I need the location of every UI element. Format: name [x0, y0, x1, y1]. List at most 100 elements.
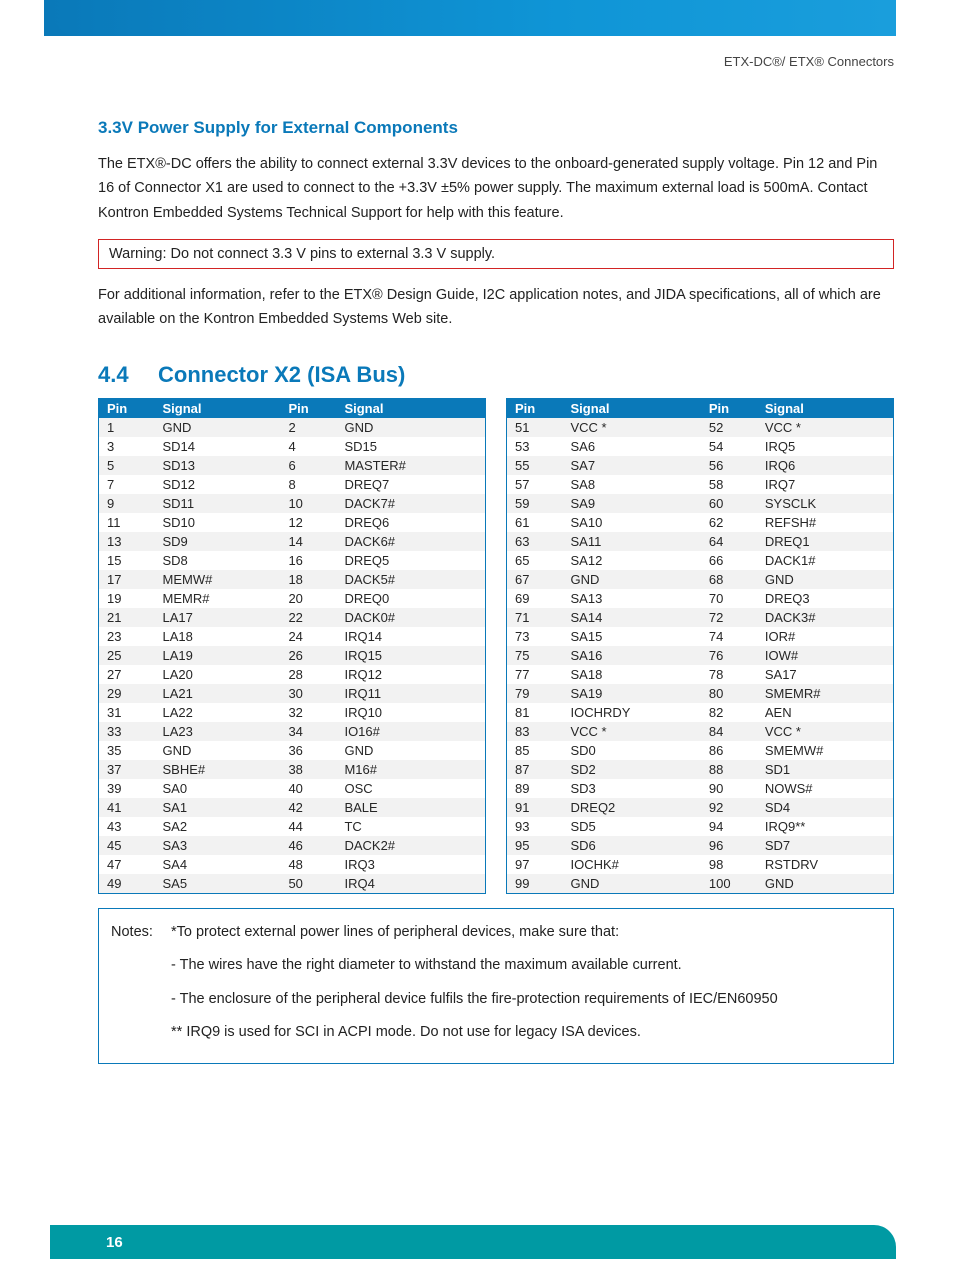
signal-cell: GND — [336, 418, 485, 437]
notes-box: Notes: *To protect external power lines … — [98, 908, 894, 1064]
pin-cell: 38 — [280, 760, 336, 779]
table-row: 13SD914DACK6# — [99, 532, 486, 551]
pin-cell: 44 — [280, 817, 336, 836]
table-row: 55SA756IRQ6 — [507, 456, 894, 475]
signal-cell: SD4 — [757, 798, 894, 817]
pin-cell: 80 — [701, 684, 757, 703]
table-header-cell: Signal — [336, 398, 485, 418]
table-row: 17MEMW#18DACK5# — [99, 570, 486, 589]
signal-cell: TC — [336, 817, 485, 836]
pin-cell: 2 — [280, 418, 336, 437]
table-row: 53SA654IRQ5 — [507, 437, 894, 456]
pin-cell: 99 — [507, 874, 563, 894]
signal-cell: SA8 — [563, 475, 701, 494]
signal-cell: IOCHK# — [563, 855, 701, 874]
signal-cell: GND — [155, 741, 281, 760]
signal-cell: AEN — [757, 703, 894, 722]
signal-cell: SD13 — [155, 456, 281, 475]
signal-cell: SA6 — [563, 437, 701, 456]
signal-cell: SD12 — [155, 475, 281, 494]
signal-cell: SA17 — [757, 665, 894, 684]
table-row: 31LA2232IRQ10 — [99, 703, 486, 722]
note-line-3: - The enclosure of the peripheral device… — [171, 986, 778, 1014]
signal-cell: IOW# — [757, 646, 894, 665]
signal-cell: GND — [563, 874, 701, 894]
doc-title: ETX-DC®/ ETX® Connectors — [724, 54, 894, 69]
signal-cell: SBHE# — [155, 760, 281, 779]
header-bar — [50, 0, 896, 36]
table-row: 5SD136MASTER# — [99, 456, 486, 475]
pin-cell: 31 — [99, 703, 155, 722]
content-area: 3.3V Power Supply for External Component… — [98, 118, 894, 1064]
para-33v-1: The ETX®-DC offers the ability to connec… — [98, 152, 894, 225]
pin-cell: 81 — [507, 703, 563, 722]
signal-cell: LA22 — [155, 703, 281, 722]
section-number: 4.4 — [98, 362, 158, 388]
signal-cell: SMEMW# — [757, 741, 894, 760]
note-line-2: - The wires have the right diameter to w… — [171, 952, 778, 980]
pin-cell: 55 — [507, 456, 563, 475]
signal-cell: VCC * — [757, 418, 894, 437]
signal-cell: SA10 — [563, 513, 701, 532]
signal-cell: IRQ3 — [336, 855, 485, 874]
table-row: 29LA2130IRQ11 — [99, 684, 486, 703]
signal-cell: M16# — [336, 760, 485, 779]
pin-cell: 53 — [507, 437, 563, 456]
signal-cell: IRQ14 — [336, 627, 485, 646]
table-row: 61SA1062REFSH# — [507, 513, 894, 532]
table-row: 39SA040OSC — [99, 779, 486, 798]
signal-cell: IRQ9** — [757, 817, 894, 836]
signal-cell: NOWS# — [757, 779, 894, 798]
pin-cell: 65 — [507, 551, 563, 570]
pin-cell: 13 — [99, 532, 155, 551]
para-33v-2: For additional information, refer to the… — [98, 283, 894, 332]
table-row: 7SD128DREQ7 — [99, 475, 486, 494]
signal-cell: SD2 — [563, 760, 701, 779]
pin-cell: 46 — [280, 836, 336, 855]
pin-cell: 79 — [507, 684, 563, 703]
table-row: 21LA1722DACK0# — [99, 608, 486, 627]
table-row: 85SD086SMEMW# — [507, 741, 894, 760]
signal-cell: VCC * — [757, 722, 894, 741]
signal-cell: OSC — [336, 779, 485, 798]
table-row: 81IOCHRDY82AEN — [507, 703, 894, 722]
table-row: 63SA1164DREQ1 — [507, 532, 894, 551]
signal-cell: SA15 — [563, 627, 701, 646]
pin-cell: 58 — [701, 475, 757, 494]
signal-cell: SD8 — [155, 551, 281, 570]
signal-cell: SA1 — [155, 798, 281, 817]
pin-cell: 18 — [280, 570, 336, 589]
table-header-cell: Signal — [757, 398, 894, 418]
table-row: 3SD144SD15 — [99, 437, 486, 456]
pin-cell: 41 — [99, 798, 155, 817]
signal-cell: SD10 — [155, 513, 281, 532]
pin-cell: 76 — [701, 646, 757, 665]
pin-cell: 68 — [701, 570, 757, 589]
signal-cell: DREQ0 — [336, 589, 485, 608]
table-row: 47SA448IRQ3 — [99, 855, 486, 874]
pin-cell: 12 — [280, 513, 336, 532]
table-row: 93SD594IRQ9** — [507, 817, 894, 836]
signal-cell: GND — [336, 741, 485, 760]
signal-cell: IOR# — [757, 627, 894, 646]
signal-cell: DREQ7 — [336, 475, 485, 494]
table-row: 9SD1110DACK7# — [99, 494, 486, 513]
pin-cell: 54 — [701, 437, 757, 456]
pin-cell: 24 — [280, 627, 336, 646]
pin-cell: 47 — [99, 855, 155, 874]
signal-cell: IRQ5 — [757, 437, 894, 456]
pin-cell: 30 — [280, 684, 336, 703]
pin-cell: 7 — [99, 475, 155, 494]
table-row: 57SA858IRQ7 — [507, 475, 894, 494]
note-line-4: ** IRQ9 is used for SCI in ACPI mode. Do… — [171, 1019, 778, 1047]
table-row: 41SA142BALE — [99, 798, 486, 817]
pin-cell: 82 — [701, 703, 757, 722]
pin-cell: 75 — [507, 646, 563, 665]
signal-cell: DREQ6 — [336, 513, 485, 532]
pin-cell: 50 — [280, 874, 336, 894]
signal-cell: SA14 — [563, 608, 701, 627]
pin-cell: 85 — [507, 741, 563, 760]
table-row: 91DREQ292SD4 — [507, 798, 894, 817]
pin-cell: 67 — [507, 570, 563, 589]
pin-cell: 71 — [507, 608, 563, 627]
